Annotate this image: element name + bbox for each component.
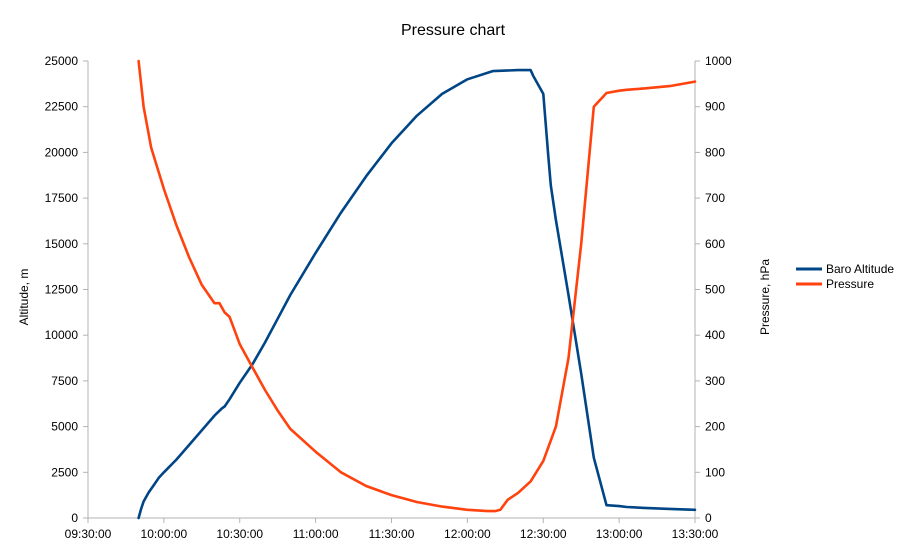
- y-tick-label: 12500: [45, 283, 79, 297]
- y2-tick-label: 700: [705, 191, 725, 205]
- y-tick-label: 25000: [45, 54, 79, 68]
- y-tick-label: 0: [71, 511, 78, 525]
- y2-tick-label: 100: [705, 465, 725, 479]
- y2-tick-label: 400: [705, 328, 725, 342]
- series-line-baro-altitude: [137, 68, 697, 520]
- legend-label: Baro Altitude: [826, 262, 894, 276]
- y-axis-title: Altitude, m: [17, 269, 31, 326]
- y2-axis-title: Pressure, hPa: [758, 259, 772, 335]
- axes: 0250050007500100001250015000175002000022…: [45, 54, 732, 541]
- x-tick-label: 10:00:00: [141, 527, 188, 541]
- x-tick-label: 12:30:00: [520, 527, 567, 541]
- y2-tick-label: 1000: [705, 54, 732, 68]
- series-lines: [137, 59, 697, 520]
- y-tick-label: 2500: [51, 465, 78, 479]
- y-tick-label: 22500: [45, 100, 79, 114]
- y-tick-label: 20000: [45, 145, 79, 159]
- y2-tick-label: 500: [705, 283, 725, 297]
- chart-title: Pressure chart: [401, 22, 506, 39]
- x-tick-label: 13:30:00: [672, 527, 719, 541]
- y-tick-label: 10000: [45, 328, 79, 342]
- y-tick-label: 7500: [51, 374, 78, 388]
- y-tick-label: 5000: [51, 420, 78, 434]
- y2-tick-label: 600: [705, 237, 725, 251]
- y-tick-label: 15000: [45, 237, 79, 251]
- series-line-pressure: [137, 59, 697, 513]
- y2-tick-label: 0: [705, 511, 712, 525]
- y-tick-label: 17500: [45, 191, 79, 205]
- y2-tick-label: 200: [705, 420, 725, 434]
- legend-label: Pressure: [826, 277, 874, 291]
- x-tick-label: 09:30:00: [65, 527, 112, 541]
- y2-tick-label: 900: [705, 100, 725, 114]
- y2-tick-label: 800: [705, 145, 725, 159]
- x-tick-label: 11:30:00: [369, 527, 415, 541]
- y2-tick-label: 300: [705, 374, 725, 388]
- x-tick-label: 11:00:00: [293, 527, 339, 541]
- x-tick-label: 13:00:00: [596, 527, 643, 541]
- x-tick-label: 12:00:00: [444, 527, 491, 541]
- x-tick-label: 10:30:00: [216, 527, 263, 541]
